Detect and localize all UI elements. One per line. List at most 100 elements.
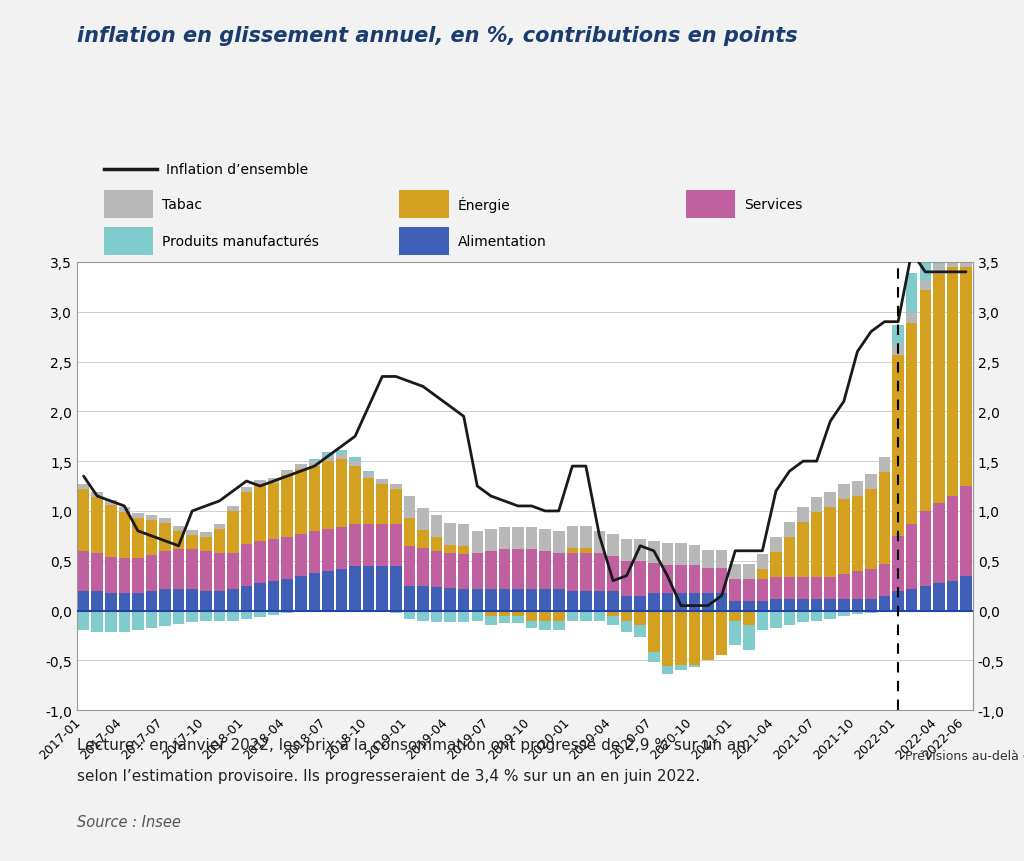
Bar — [892, 325, 904, 345]
FancyBboxPatch shape — [103, 227, 153, 256]
Bar — [716, 593, 727, 610]
Bar — [390, 489, 401, 524]
Bar — [241, 492, 252, 544]
Bar — [485, 616, 497, 626]
Bar — [635, 626, 646, 638]
Bar — [852, 481, 863, 497]
Bar — [282, 610, 293, 613]
Bar — [349, 524, 360, 566]
Bar — [648, 653, 659, 663]
Bar — [119, 610, 130, 633]
Bar — [78, 591, 89, 610]
Bar — [227, 589, 239, 610]
Bar — [173, 589, 184, 610]
Bar — [920, 216, 931, 281]
Bar — [525, 610, 538, 621]
Bar — [961, 486, 972, 576]
Bar — [458, 589, 469, 610]
Bar — [173, 531, 184, 549]
Bar — [417, 586, 429, 610]
Bar — [852, 571, 863, 599]
Bar — [581, 526, 592, 548]
Bar — [525, 527, 538, 549]
Bar — [336, 460, 347, 527]
Bar — [431, 551, 442, 587]
Bar — [783, 599, 796, 610]
Bar — [390, 566, 401, 610]
Bar — [403, 518, 415, 546]
Bar — [566, 553, 579, 591]
Bar — [471, 553, 483, 589]
FancyBboxPatch shape — [399, 227, 449, 256]
Bar — [254, 583, 266, 610]
Bar — [200, 532, 212, 537]
Bar — [920, 586, 931, 610]
Bar — [145, 520, 158, 555]
Bar — [770, 577, 781, 599]
Bar — [362, 479, 375, 524]
FancyBboxPatch shape — [103, 190, 153, 219]
Bar — [689, 593, 700, 610]
Bar — [648, 563, 659, 593]
Bar — [499, 549, 510, 589]
Bar — [160, 523, 171, 551]
Bar — [933, 504, 944, 583]
Bar — [675, 565, 687, 593]
Bar — [540, 610, 551, 621]
Bar — [78, 551, 89, 591]
Bar — [160, 589, 171, 610]
Bar — [662, 565, 673, 593]
Bar — [336, 455, 347, 460]
Bar — [119, 512, 130, 558]
Bar — [946, 178, 958, 257]
Text: selon l’estimation provisoire. Ils progresseraient de 3,4 % sur un an en juin 20: selon l’estimation provisoire. Ils progr… — [77, 768, 700, 783]
Bar — [757, 554, 768, 569]
Bar — [892, 536, 904, 591]
Text: Prévisions au-delà du pointillé: Prévisions au-delà du pointillé — [905, 749, 1024, 762]
Bar — [743, 610, 755, 626]
Bar — [635, 539, 646, 561]
Bar — [390, 610, 401, 613]
Bar — [798, 523, 809, 577]
Bar — [323, 571, 334, 610]
Bar — [268, 581, 280, 610]
Bar — [553, 589, 564, 610]
Bar — [119, 507, 130, 512]
Bar — [689, 666, 700, 667]
Bar — [431, 610, 442, 623]
Bar — [485, 551, 497, 589]
Bar — [91, 492, 103, 498]
Bar — [308, 467, 321, 531]
Bar — [540, 589, 551, 610]
Bar — [295, 534, 306, 576]
Bar — [798, 610, 809, 623]
Bar — [91, 610, 103, 633]
Bar — [879, 596, 890, 610]
Bar — [132, 513, 143, 518]
Bar — [648, 542, 659, 563]
Bar — [729, 579, 741, 601]
Bar — [241, 544, 252, 586]
Bar — [865, 569, 877, 599]
Bar — [512, 549, 524, 589]
Bar — [961, 178, 972, 257]
Text: Alimentation: Alimentation — [458, 235, 547, 249]
Bar — [145, 610, 158, 629]
Bar — [757, 610, 768, 631]
Bar — [377, 524, 388, 566]
Bar — [403, 586, 415, 610]
FancyBboxPatch shape — [686, 190, 735, 219]
Bar — [145, 516, 158, 520]
Bar — [444, 610, 456, 623]
Bar — [892, 355, 904, 536]
Bar — [91, 498, 103, 553]
Bar — [920, 290, 931, 511]
Bar — [323, 530, 334, 571]
Bar — [906, 323, 918, 524]
Bar — [525, 621, 538, 629]
Bar — [838, 485, 850, 499]
Bar — [105, 557, 117, 593]
Bar — [783, 610, 796, 626]
Bar — [621, 596, 633, 610]
Bar — [621, 561, 633, 596]
